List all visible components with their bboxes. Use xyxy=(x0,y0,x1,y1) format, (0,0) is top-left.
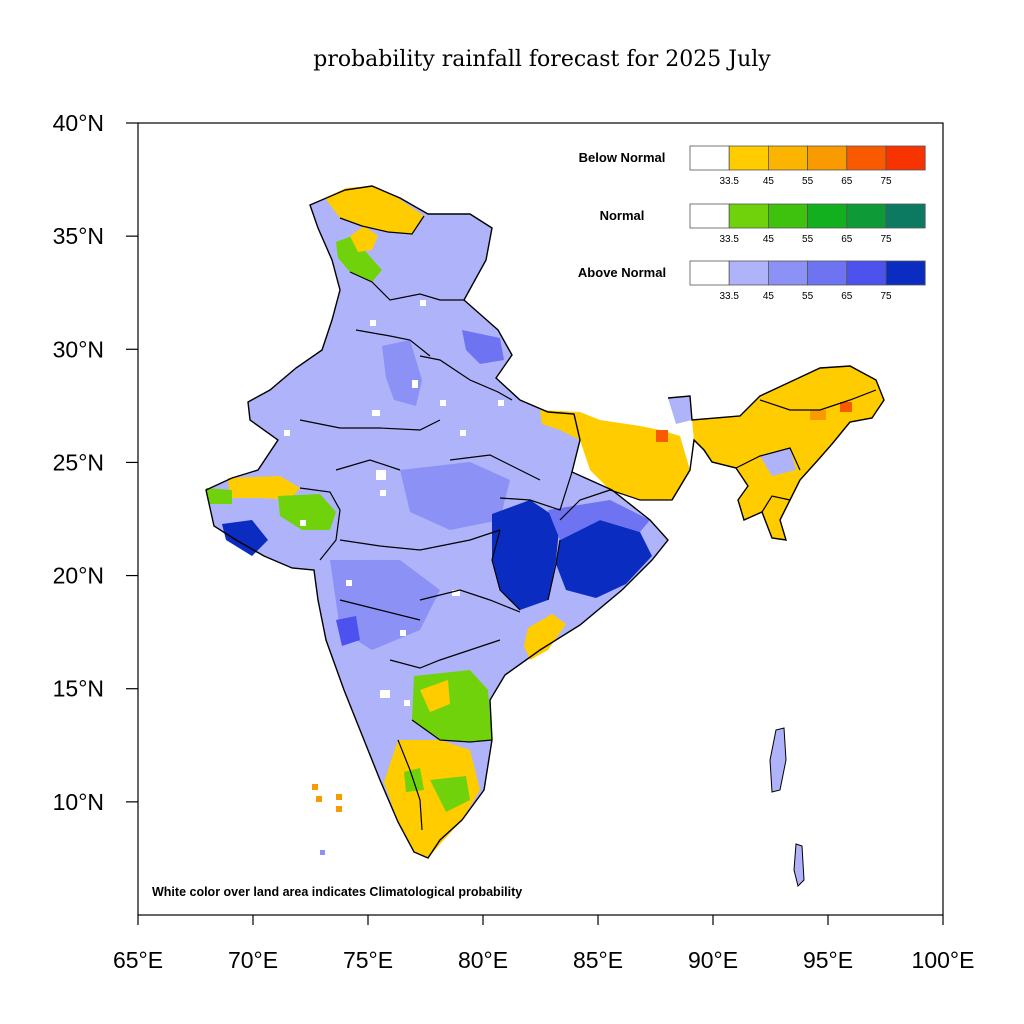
below-normal-strong-bengal xyxy=(656,430,668,442)
legend-tick-label: 75 xyxy=(880,176,892,187)
legend-color-box xyxy=(885,260,926,286)
nicobar-outline xyxy=(793,843,805,887)
climatology-note: White color over land area indicates Cli… xyxy=(152,885,522,899)
normal-kashmir xyxy=(336,236,382,282)
y-tick-label: 30°N xyxy=(53,336,104,362)
normal-tamilnadu-patch xyxy=(430,776,470,812)
legend-tick-label: 33.5 xyxy=(719,176,739,187)
below-normal-bengal-bihar xyxy=(540,410,690,500)
legend-color-box xyxy=(807,260,848,286)
below-normal-strong-meghalaya xyxy=(810,410,826,420)
below-normal-karnataka-east xyxy=(420,680,450,712)
map-content xyxy=(205,185,885,887)
normal-gujarat xyxy=(278,494,336,530)
plot-frame xyxy=(137,122,944,916)
legend-color-box xyxy=(689,145,730,171)
legend-tick-label: 75 xyxy=(880,234,892,245)
legend-color-box xyxy=(885,145,926,171)
above-normal-strong-odisha xyxy=(556,520,652,598)
x-tick-label: 85°E xyxy=(573,947,623,973)
above-normal-strong-chhattisgarh xyxy=(492,500,560,610)
x-tick-label: 80°E xyxy=(458,947,508,973)
x-axis: 65°E 70°E 75°E 80°E 85°E 90°E 95°E 100°E xyxy=(113,915,975,973)
legend-row: Above Normal 33.5 45 55 65 75 xyxy=(578,260,926,302)
lakshadweep-island-4 xyxy=(336,806,342,812)
legend-color-box xyxy=(689,203,730,229)
legend-color-box xyxy=(689,260,730,286)
map-title: probability rainfall forecast for 2025 J… xyxy=(313,47,771,72)
x-tick-label: 75°E xyxy=(343,947,393,973)
northeast-boundary xyxy=(667,365,885,541)
legend-tick-label: 45 xyxy=(763,234,775,245)
above-normal-up-patch xyxy=(462,330,504,364)
legend-tick-label: 55 xyxy=(802,291,814,302)
national-boundary xyxy=(205,185,669,859)
above-normal-sikkim xyxy=(668,396,692,424)
andaman-islands xyxy=(770,728,786,792)
legend-color-box xyxy=(885,203,926,229)
lakshadweep-island-2 xyxy=(316,796,322,802)
below-normal-himachal xyxy=(350,226,378,252)
legend-color-box xyxy=(728,203,769,229)
lakshadweep-island-1 xyxy=(312,784,318,790)
below-normal-tamilnadu xyxy=(384,740,480,858)
legend-tick-label: 65 xyxy=(841,176,853,187)
y-tick-label: 35°N xyxy=(53,223,104,249)
above-normal-moderate-odisha xyxy=(548,500,650,540)
legend-category-title: Above Normal xyxy=(578,265,666,280)
y-tick-label: 25°N xyxy=(53,449,104,475)
legend-color-box xyxy=(768,203,809,229)
legend-color-box xyxy=(846,260,887,286)
nicobar-islands xyxy=(794,844,804,886)
legend-category-title: Normal xyxy=(600,208,645,223)
y-axis: 10°N 15°N 20°N 25°N 30°N 35°N 40°N xyxy=(53,110,138,815)
legend: Below Normal 33.5 45 55 65 75 Normal 33.5 45 55 65… xyxy=(578,145,926,302)
x-tick-label: 90°E xyxy=(688,947,738,973)
legend-color-box xyxy=(807,203,848,229)
y-tick-label: 40°N xyxy=(53,110,104,136)
legend-tick-label: 45 xyxy=(763,176,775,187)
legend-tick-label: 45 xyxy=(763,291,775,302)
above-normal-assam-strip xyxy=(760,448,796,476)
y-tick-label: 15°N xyxy=(53,676,104,702)
legend-tick-label: 65 xyxy=(841,234,853,245)
x-tick-label: 70°E xyxy=(228,947,278,973)
above-normal-mp-patch xyxy=(400,462,510,530)
x-tick-label: 65°E xyxy=(113,947,163,973)
legend-color-box xyxy=(768,145,809,171)
climatological-pixels xyxy=(284,300,504,706)
legend-tick-label: 33.5 xyxy=(719,234,739,245)
below-normal-nw-gujarat xyxy=(228,476,300,500)
below-normal-strong-arunachal xyxy=(840,402,852,412)
below-normal-andhra-coast xyxy=(524,614,566,660)
normal-tamilnadu-south-patch xyxy=(404,768,424,792)
legend-row: Below Normal 33.5 45 55 65 75 xyxy=(579,145,926,187)
below-normal-ladakh xyxy=(325,186,424,234)
legend-tick-label: 55 xyxy=(802,234,814,245)
y-tick-label: 10°N xyxy=(53,789,104,815)
legend-color-box xyxy=(728,145,769,171)
legend-category-title: Below Normal xyxy=(579,150,666,165)
legend-tick-label: 55 xyxy=(802,176,814,187)
legend-color-box xyxy=(807,145,848,171)
andaman-outline xyxy=(769,727,787,793)
legend-row: Normal 33.5 45 55 65 75 xyxy=(600,203,926,245)
legend-color-box xyxy=(768,260,809,286)
above-normal-strong-maharashtra xyxy=(336,616,360,646)
above-normal-rajasthan-patch xyxy=(382,340,422,406)
y-tick-label: 20°N xyxy=(53,563,104,589)
legend-color-box xyxy=(728,260,769,286)
normal-gujarat-west xyxy=(206,488,232,504)
legend-tick-label: 65 xyxy=(841,291,853,302)
legend-color-box xyxy=(846,145,887,171)
x-tick-label: 95°E xyxy=(803,947,853,973)
lakshadweep-island-3 xyxy=(336,794,342,800)
lakshadweep-island-5 xyxy=(320,850,325,855)
legend-color-box xyxy=(846,203,887,229)
legend-tick-label: 75 xyxy=(880,291,892,302)
x-tick-label: 100°E xyxy=(912,947,975,973)
legend-tick-label: 33.5 xyxy=(719,291,739,302)
above-normal-strong-gujarat xyxy=(222,520,268,556)
